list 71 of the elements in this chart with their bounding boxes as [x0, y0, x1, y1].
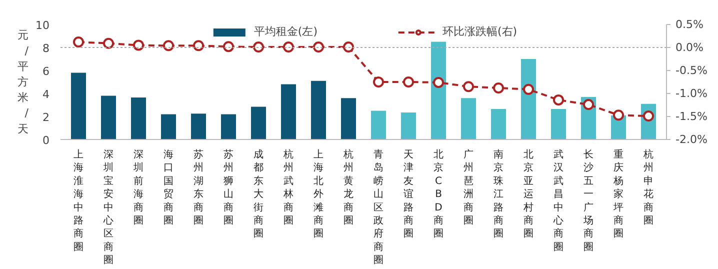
bar [461, 98, 476, 140]
point [403, 76, 414, 88]
category-label: 深圳宝安中心区商圈 [104, 150, 114, 266]
x-tick-label: 杭州申花商圈 [642, 148, 654, 226]
y2-tick-label: -2.0% [676, 133, 708, 146]
bar [371, 110, 386, 140]
x-tick-label: 上海淮海中路商圈 [74, 148, 84, 253]
point [283, 42, 294, 53]
bar [191, 114, 206, 140]
bar [491, 109, 506, 140]
bar [71, 72, 86, 140]
x-tick-label: 武汉武昌中心商圈 [552, 148, 564, 253]
y-tick-label: 10 [36, 19, 50, 32]
point [463, 81, 474, 92]
point [253, 42, 264, 53]
point [493, 82, 504, 94]
point [313, 42, 324, 53]
point [433, 76, 444, 88]
point [553, 94, 564, 106]
x-tick-label: 北京CBD商圈 [434, 148, 444, 240]
point [133, 40, 144, 51]
bar [101, 96, 116, 140]
x-tick-label: 杭州黄龙商圈 [342, 148, 354, 226]
bar [341, 98, 356, 140]
x-tick-label: 重庆杨家坪商圈 [612, 148, 624, 240]
y2-tick-label: 0.0% [676, 41, 704, 54]
point [223, 41, 234, 52]
point [73, 36, 84, 48]
y-tick-label: 8 [42, 42, 50, 55]
x-tick-label: 南京珠江路商圈 [494, 148, 504, 240]
point [583, 99, 594, 110]
y-tick-label: 4 [42, 88, 50, 101]
x-tick-label: 天津友谊路商圈 [404, 150, 414, 240]
y2-tick-label: -0.5% [676, 64, 708, 77]
x-tick-label: 杭州武林商圈 [282, 148, 294, 226]
point [613, 110, 624, 121]
point [163, 40, 174, 52]
legend-label: 平均租金(左) [254, 24, 318, 39]
x-tick-label: 广州琶洲商圈 [464, 148, 474, 226]
bar [521, 59, 536, 140]
bar [551, 109, 566, 140]
point [343, 42, 354, 53]
x-tick-label: 上海北外滩商圈 [314, 148, 324, 240]
y-tick-label: 2 [42, 111, 50, 124]
bar [251, 106, 266, 140]
bar [431, 42, 446, 140]
point [373, 76, 384, 88]
bar [131, 98, 146, 140]
bar [221, 114, 236, 140]
bar [281, 84, 296, 140]
point [103, 38, 114, 49]
x-tick-label: 深圳前海商圈 [132, 148, 144, 226]
y2-tick-label: 0.5% [676, 18, 704, 31]
y2-tick-label: -1.0% [676, 87, 708, 100]
y-tick-label: 0 [42, 134, 50, 147]
bar [401, 112, 416, 140]
x-tick-label: 苏州湖东商圈 [194, 148, 204, 226]
y2-tick-label: -1.5% [676, 110, 708, 123]
x-tick-label: 苏州狮山商圈 [224, 148, 234, 226]
point [193, 40, 204, 52]
y-axis-title: 元/平方米/天 [18, 28, 29, 136]
legend-label: 环比涨跌幅(右) [442, 24, 518, 39]
x-tick-label: 成都东大街商圈 [254, 148, 264, 240]
bar [161, 114, 176, 140]
x-tick-label: 北京亚运村商圈 [522, 148, 534, 240]
y-tick-label: 6 [42, 65, 50, 78]
bar [311, 80, 326, 140]
point [523, 84, 534, 95]
x-tick-label: 海口国贸商圈 [164, 148, 174, 226]
x-tick-label: 长沙五一广场商圈 [582, 148, 594, 253]
category-label: 青岛崂山区政府商圈 [374, 150, 384, 266]
